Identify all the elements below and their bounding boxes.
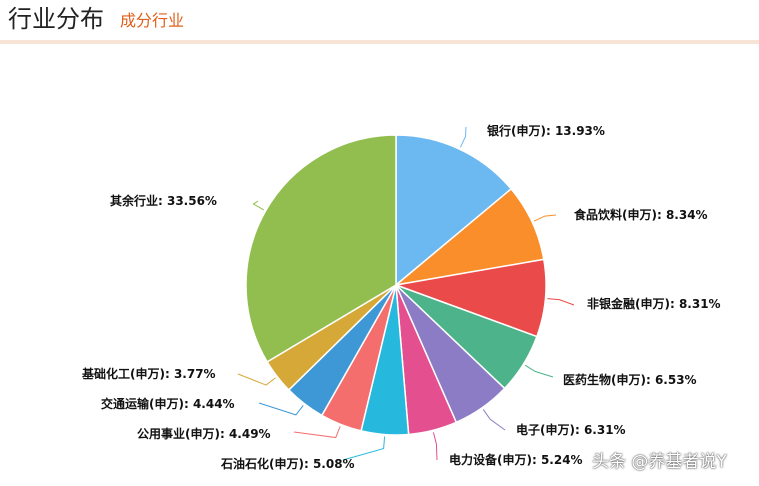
slice-label: 食品饮料(申万): 8.34% <box>573 207 708 222</box>
leader-line <box>547 298 575 306</box>
leader-line <box>533 214 557 222</box>
slice-label: 公用事业(申万): 4.49% <box>137 426 271 441</box>
section-header: 行业分布 成分行业 <box>0 0 759 44</box>
slice-label: 医药生物(申万): 6.53% <box>563 372 697 387</box>
leader-line <box>459 126 467 148</box>
slice-label: 交通运输(申万): 4.44% <box>101 396 235 411</box>
slice-label: 电力设备(申万): 5.24% <box>449 452 583 467</box>
leader-line <box>524 364 554 378</box>
leader-line <box>258 402 304 416</box>
leader-line <box>293 426 341 439</box>
slice-label: 石油石化(申万): 5.08% <box>220 456 355 471</box>
slice-label: 非银金融(申万): 8.31% <box>587 296 721 311</box>
pie-slice[interactable] <box>245 134 397 363</box>
leader-line <box>482 409 506 431</box>
leader-line <box>252 200 265 211</box>
leader-line <box>342 436 386 461</box>
slice-label: 银行(申万): 13.93% <box>487 123 605 138</box>
leader-line <box>237 373 276 386</box>
slice-label: 其余行业: 33.56% <box>110 193 217 208</box>
section-title: 行业分布 <box>8 5 104 33</box>
watermark-text: 头条 @养基者说Y <box>592 452 727 472</box>
slice-label: 电子(申万): 6.31% <box>516 422 626 437</box>
section-subtitle[interactable]: 成分行业 <box>120 11 185 30</box>
slice-label: 基础化工(申万): 3.77% <box>81 366 216 381</box>
leader-line <box>432 432 438 461</box>
pie-slice[interactable] <box>395 134 513 287</box>
